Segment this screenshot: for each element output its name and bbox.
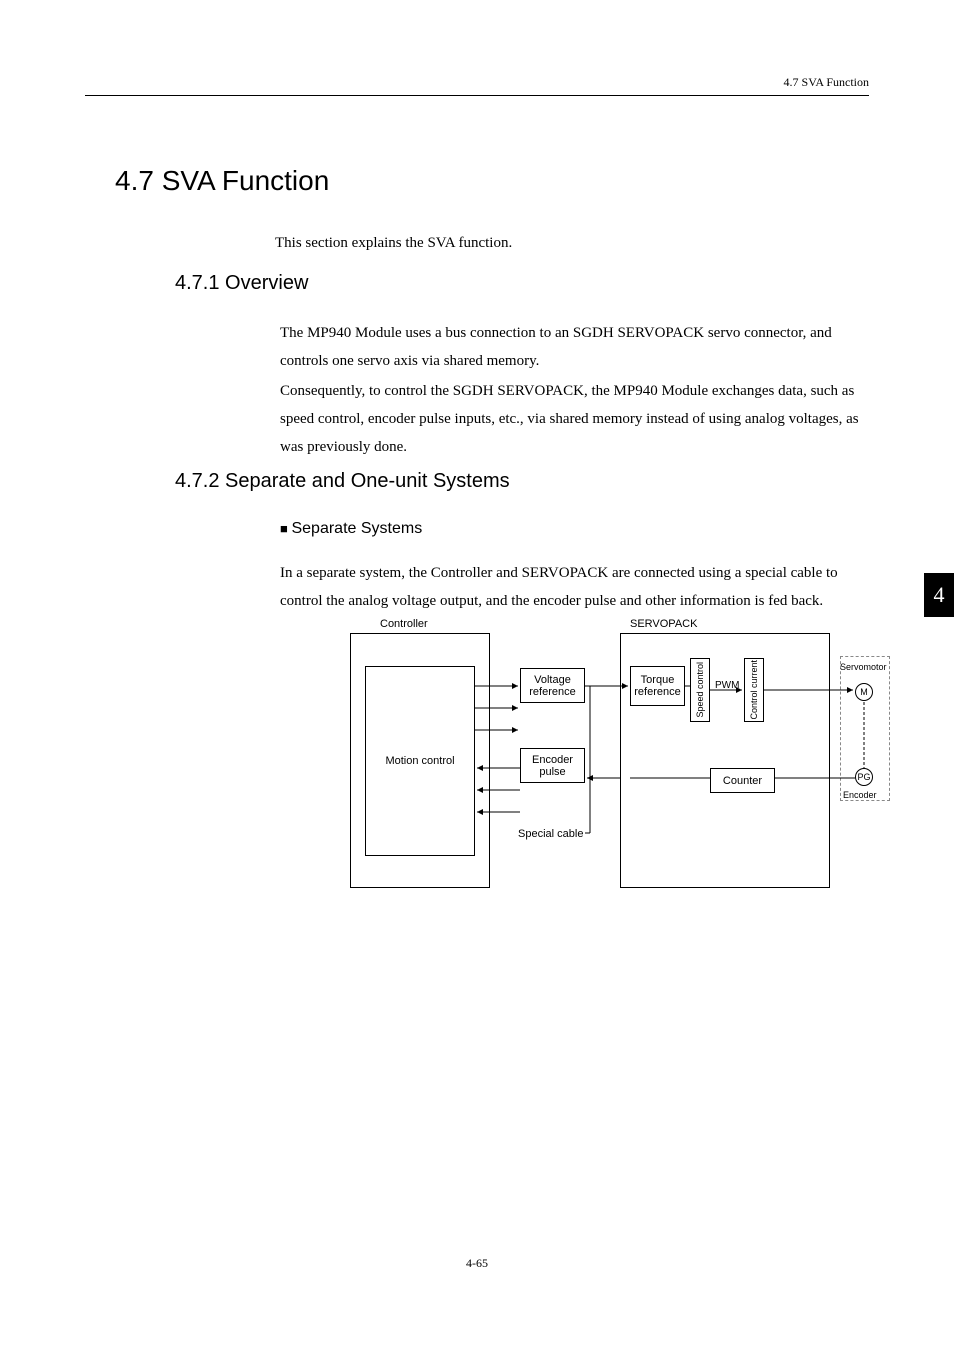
separate-para: In a separate system, the Controller and…	[280, 560, 864, 616]
diagram-arrows	[330, 618, 890, 898]
page-footer: 4-65	[0, 1256, 954, 1271]
header-breadcrumb: 4.7 SVA Function	[784, 75, 869, 90]
section-heading-overview: 4.7.1 Overview	[175, 272, 308, 295]
separate-system-diagram: Controller SERVOPACK Motion control Volt…	[330, 618, 890, 898]
page-title: 4.7 SVA Function	[115, 165, 329, 197]
chapter-tab: 4	[924, 573, 954, 617]
subheading-separate: Separate Systems	[280, 520, 422, 538]
overview-para-2: Consequently, to control the SGDH SERVOP…	[280, 378, 864, 461]
section-heading-systems: 4.7.2 Separate and One-unit Systems	[175, 470, 510, 493]
header-rule	[85, 95, 869, 96]
intro-text: This section explains the SVA function.	[275, 235, 512, 252]
overview-para-1: The MP940 Module uses a bus connection t…	[280, 320, 864, 376]
